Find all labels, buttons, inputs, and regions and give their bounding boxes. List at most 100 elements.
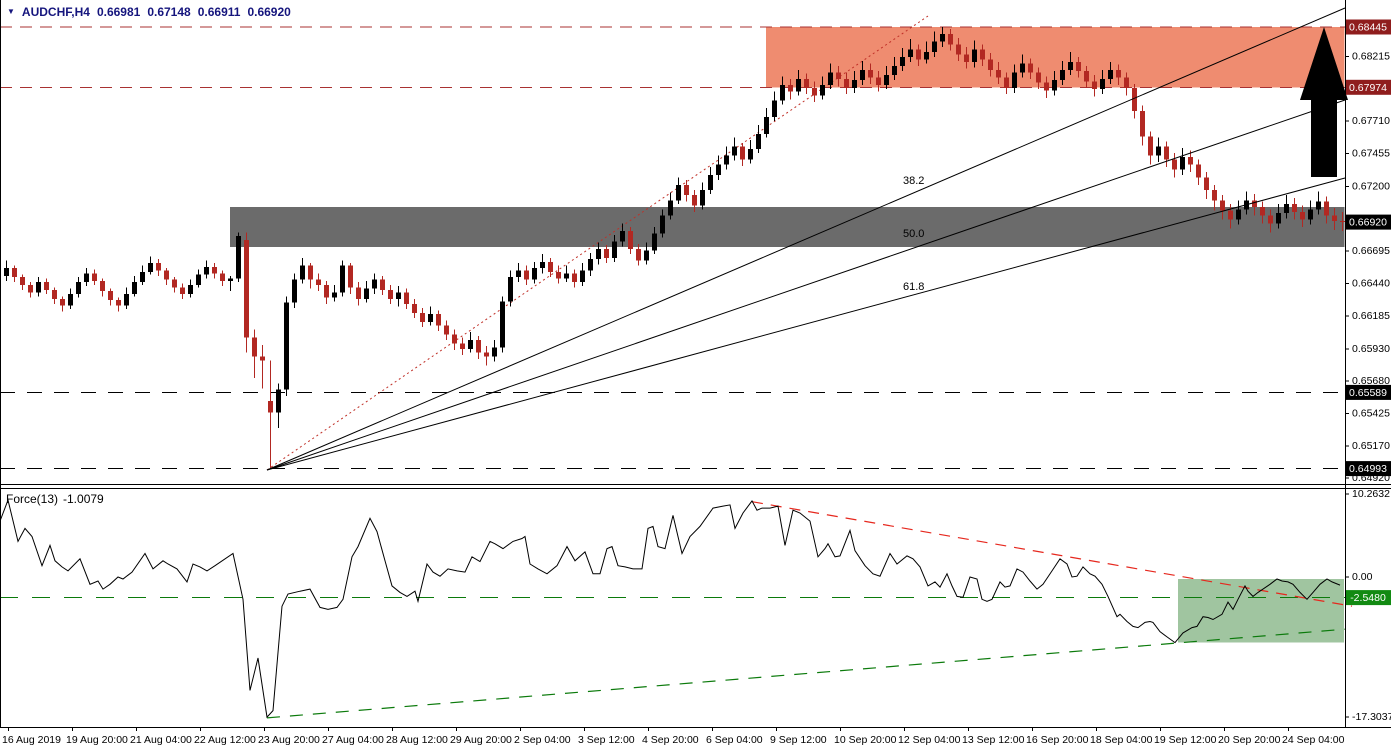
candle xyxy=(348,263,353,294)
candle xyxy=(860,60,865,86)
indicator-badge-label: -2.5480 xyxy=(1350,592,1386,604)
symbol-dropdown-icon[interactable]: ▼ xyxy=(7,7,15,16)
candle xyxy=(828,63,833,90)
fib-fan[interactable]: 38.2 50.0 61.8 xyxy=(266,7,1346,471)
candle xyxy=(788,78,793,100)
fib-fan-line[interactable] xyxy=(266,7,1346,471)
up-arrow-annotation[interactable] xyxy=(1300,27,1348,177)
candle xyxy=(660,209,665,238)
candle xyxy=(316,273,321,292)
price-badge xyxy=(1346,79,1391,95)
candle xyxy=(1148,131,1153,165)
candle xyxy=(1212,185,1217,211)
price-badge-label: 0.67974 xyxy=(1349,82,1387,94)
candle xyxy=(764,108,769,138)
candle xyxy=(1220,195,1225,220)
time-axis[interactable]: 16 Aug 2019 19 Aug 20:00 21 Aug 04:00 22 Au… xyxy=(2,727,1345,746)
candle xyxy=(1196,159,1201,185)
indicator-axis[interactable]: 10.2632 0.00 -17.3037 -2.5480 xyxy=(1345,488,1391,723)
panel-frame xyxy=(0,0,1391,728)
fib-fan-line[interactable] xyxy=(266,177,1346,471)
force-index-line xyxy=(0,498,1341,719)
candle xyxy=(612,234,617,262)
candle xyxy=(724,146,729,170)
candle xyxy=(28,282,33,298)
candle xyxy=(716,155,721,180)
fib-fan-label: 61.8 xyxy=(903,281,924,293)
price-tick-label: 0.65170 xyxy=(1352,440,1390,452)
candle xyxy=(508,270,513,307)
fib-fan-label: 38.2 xyxy=(903,175,924,187)
supply-zone[interactable] xyxy=(766,27,1345,88)
candle xyxy=(868,63,873,84)
time-tick-label: 9 Sep 12:00 xyxy=(770,734,827,746)
candle xyxy=(68,288,73,310)
candle xyxy=(308,263,313,289)
indicator-tick-label: 0.00 xyxy=(1352,571,1373,583)
bullish-support-trendline[interactable] xyxy=(266,628,1346,719)
candle xyxy=(364,281,369,303)
time-tick-label: 16 Aug 2019 xyxy=(2,734,61,746)
candle xyxy=(372,273,377,294)
time-tick-label: 28 Aug 12:00 xyxy=(386,734,448,746)
fib-fan-line[interactable] xyxy=(266,99,1346,471)
candle xyxy=(1236,200,1241,225)
candle xyxy=(100,278,105,297)
candle xyxy=(212,263,217,279)
candle xyxy=(932,31,937,58)
time-tick-label: 21 Aug 04:00 xyxy=(130,734,192,746)
candle xyxy=(436,310,441,331)
candle xyxy=(500,296,505,353)
candle xyxy=(180,283,185,299)
time-tick-label: 19 Aug 20:00 xyxy=(66,734,128,746)
candle xyxy=(540,254,545,274)
candle xyxy=(708,167,713,194)
candle xyxy=(388,284,393,304)
candle xyxy=(1300,205,1305,228)
candle xyxy=(244,232,249,353)
candle xyxy=(1068,51,1073,75)
accumulation-zone[interactable] xyxy=(1178,579,1344,643)
candle xyxy=(124,287,129,310)
time-tick-label: 16 Sep 20:00 xyxy=(1026,734,1089,746)
candle xyxy=(772,91,777,121)
time-tick-label: 19 Sep 12:00 xyxy=(1154,734,1217,746)
time-tick-label: 22 Aug 12:00 xyxy=(194,734,256,746)
candle xyxy=(1292,197,1297,220)
candle xyxy=(1020,54,1025,78)
candle xyxy=(116,297,121,312)
candle xyxy=(1332,208,1337,230)
candle xyxy=(476,336,481,359)
indicator-tick-label: 10.2632 xyxy=(1352,488,1390,500)
candle xyxy=(588,252,593,276)
candle xyxy=(812,81,817,102)
candle xyxy=(572,269,577,288)
candle xyxy=(140,265,145,285)
candle xyxy=(836,66,841,87)
candle xyxy=(1028,58,1033,79)
candle xyxy=(684,179,689,202)
candle xyxy=(1276,204,1281,229)
dotted-trendline[interactable] xyxy=(266,15,929,471)
price-badge xyxy=(1346,214,1391,230)
time-tick-label: 20 Sep 20:00 xyxy=(1218,734,1281,746)
fib-fan-label: 50.0 xyxy=(903,228,924,240)
price-axis[interactable]: 0.682150.677100.674550.672000.669450.666… xyxy=(1345,19,1391,485)
candle xyxy=(284,296,289,397)
candle xyxy=(596,242,601,265)
candle xyxy=(492,339,497,362)
candle xyxy=(916,44,921,66)
consolidation-zone[interactable] xyxy=(230,207,1345,248)
bearish-divergence-trendline[interactable] xyxy=(751,501,1353,607)
candle xyxy=(604,245,609,263)
candle xyxy=(1324,196,1329,224)
candle xyxy=(924,41,929,64)
price-badge-label: 0.68445 xyxy=(1349,22,1387,34)
candle xyxy=(732,137,737,161)
price-tick-label: 0.66695 xyxy=(1352,245,1390,257)
indicator-value: -1.0079 xyxy=(63,492,104,506)
candle xyxy=(132,275,137,297)
ohlc-high-value: 0.67148 xyxy=(147,5,191,19)
